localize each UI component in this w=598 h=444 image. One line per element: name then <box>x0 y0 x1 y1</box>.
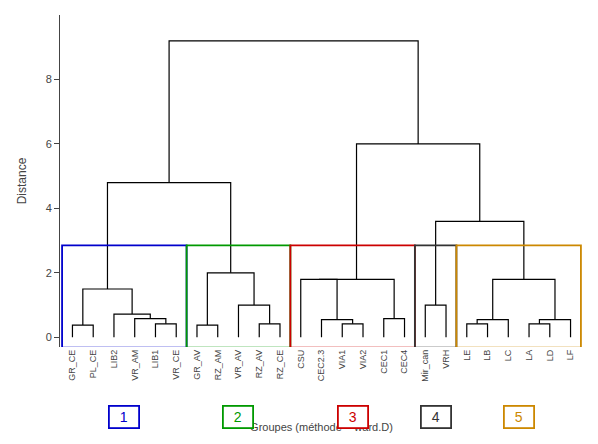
svg-text:Distance: Distance <box>15 157 29 204</box>
svg-text:CEC4: CEC4 <box>399 350 409 374</box>
svg-text:Groupes (méthode = ward.D): Groupes (méthode = ward.D) <box>250 421 393 433</box>
svg-text:CEC1: CEC1 <box>379 350 389 374</box>
svg-text:PL_CE: PL_CE <box>88 350 98 379</box>
svg-text:0: 0 <box>46 331 52 343</box>
svg-text:LC: LC <box>503 349 513 361</box>
svg-text:6: 6 <box>46 138 52 150</box>
svg-text:VIA1: VIA1 <box>337 350 347 370</box>
svg-text:CSU: CSU <box>296 350 306 369</box>
svg-text:5: 5 <box>515 409 523 425</box>
svg-text:3: 3 <box>349 409 357 425</box>
svg-text:GR_CE: GR_CE <box>67 350 77 381</box>
svg-text:LIB1: LIB1 <box>150 350 160 369</box>
svg-text:LE: LE <box>462 350 472 361</box>
svg-text:4: 4 <box>432 409 440 425</box>
svg-text:LF: LF <box>565 349 575 360</box>
svg-text:Mir_can: Mir_can <box>420 350 430 382</box>
svg-text:GR_AV: GR_AV <box>192 350 202 380</box>
svg-text:2: 2 <box>46 267 52 279</box>
svg-text:VR_AV: VR_AV <box>233 350 243 379</box>
svg-text:VR_AM: VR_AM <box>130 350 140 381</box>
svg-text:VR_CE: VR_CE <box>171 350 181 380</box>
svg-text:LB: LB <box>482 350 492 361</box>
svg-text:4: 4 <box>46 202 52 214</box>
svg-text:RZ_CE: RZ_CE <box>275 350 285 380</box>
svg-text:2: 2 <box>234 409 242 425</box>
svg-text:RZ_AV: RZ_AV <box>254 350 264 378</box>
svg-text:8: 8 <box>46 73 52 85</box>
svg-text:LA: LA <box>524 350 534 361</box>
svg-text:LIB2: LIB2 <box>109 350 119 369</box>
svg-text:1: 1 <box>120 409 128 425</box>
svg-text:LD: LD <box>545 349 555 361</box>
svg-text:VIA2: VIA2 <box>358 350 368 370</box>
svg-text:CEC2.3: CEC2.3 <box>316 350 326 382</box>
svg-text:VRH: VRH <box>441 350 451 369</box>
svg-text:RZ_AM: RZ_AM <box>213 350 223 381</box>
